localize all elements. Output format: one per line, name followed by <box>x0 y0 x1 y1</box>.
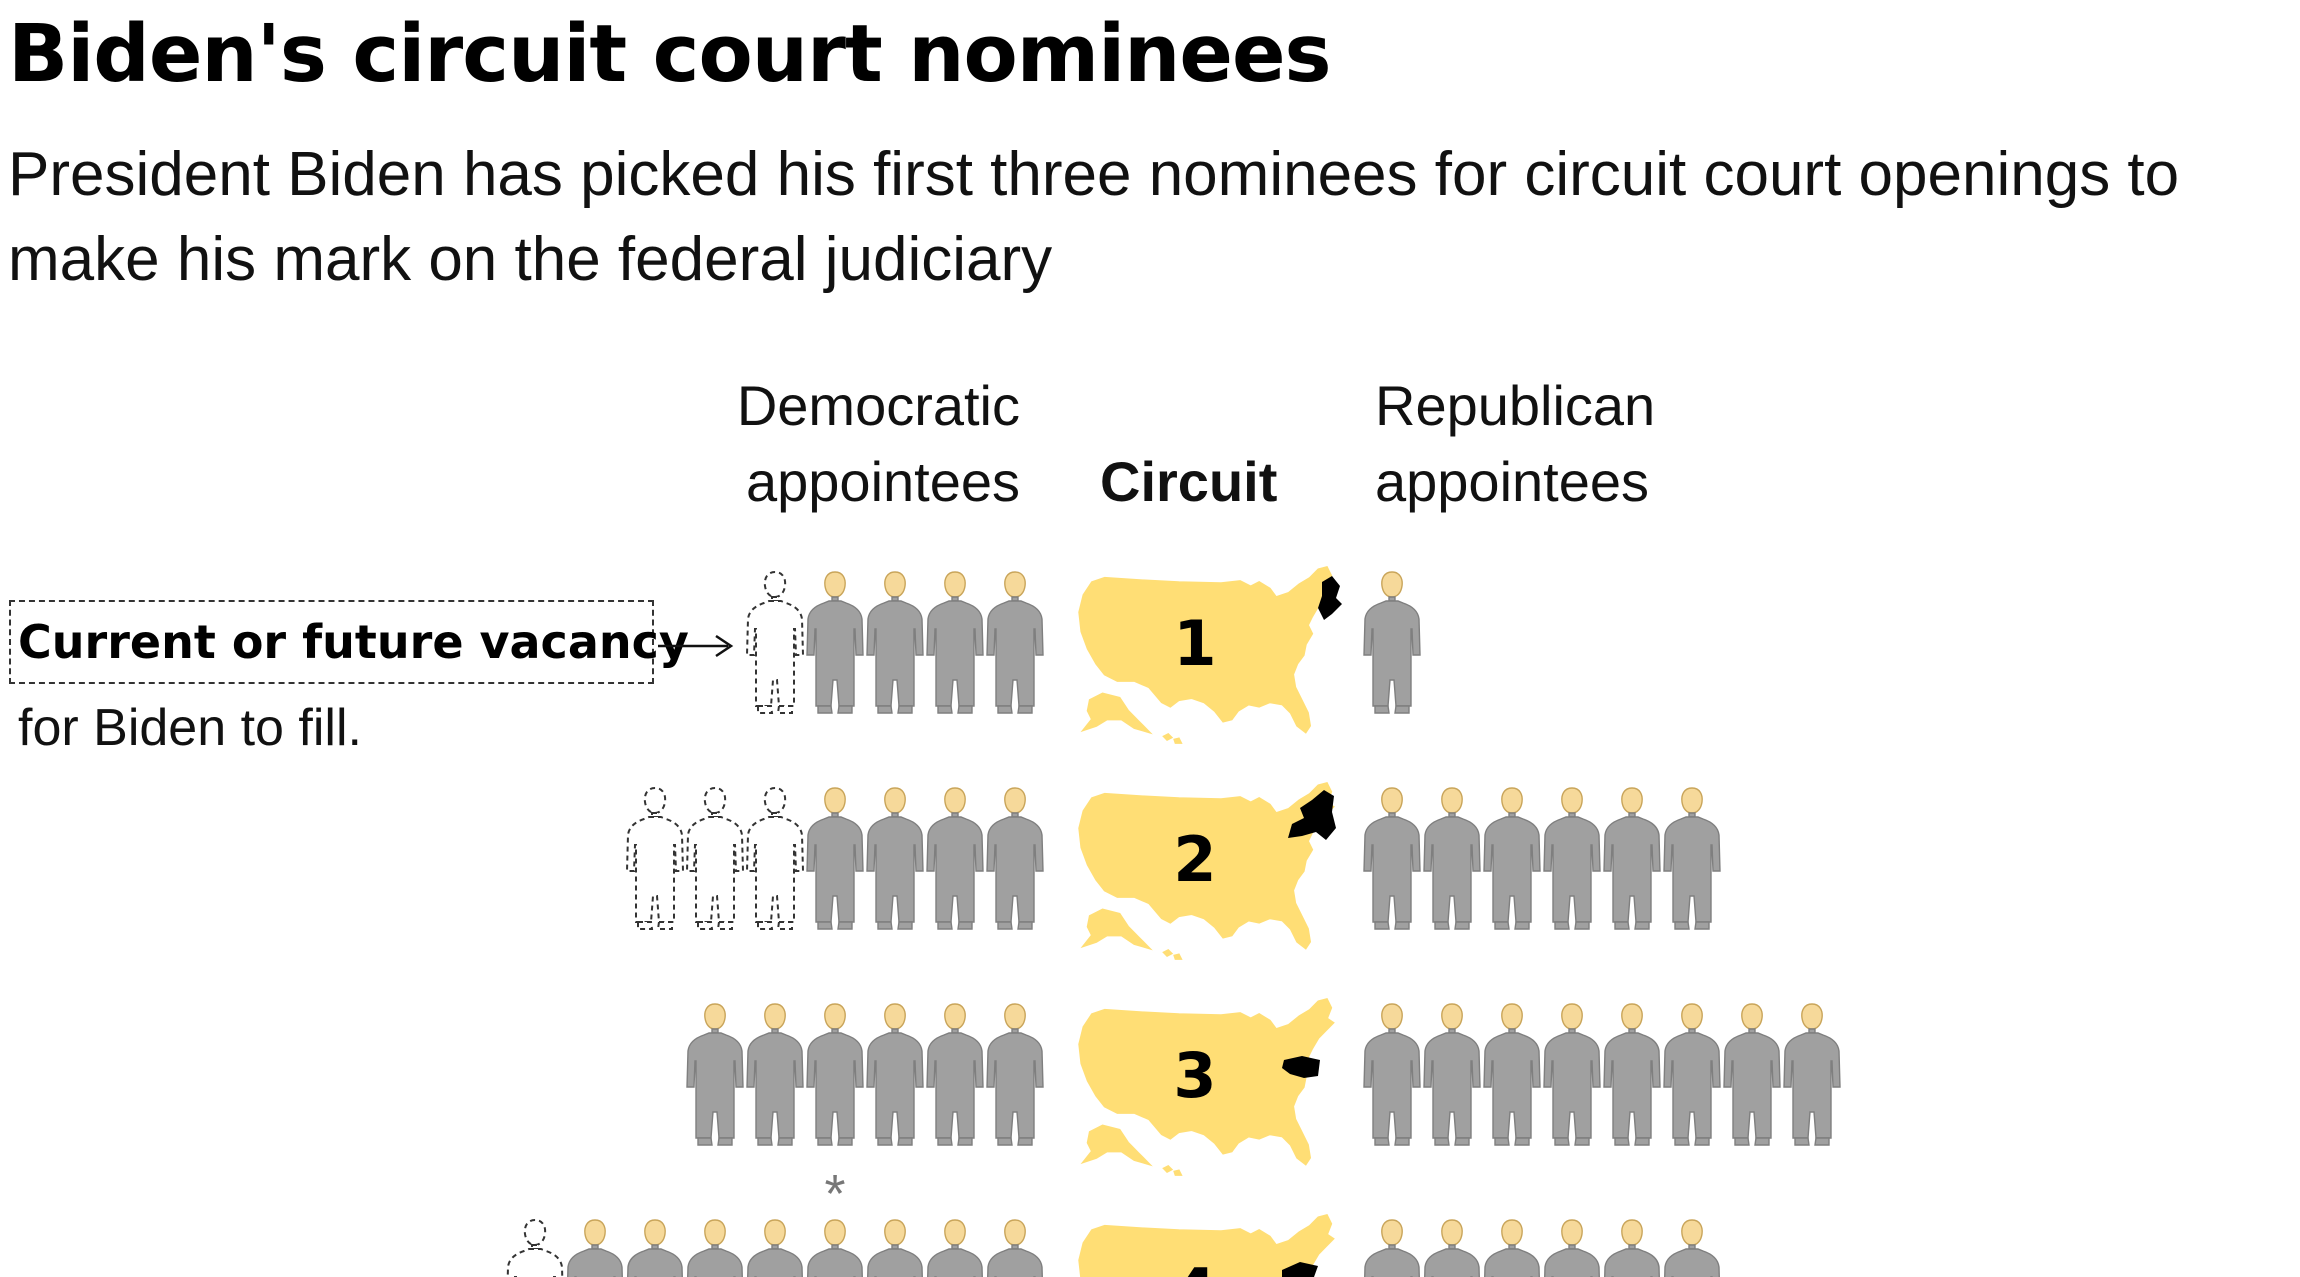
circuit-number-label: 2 <box>1173 823 1216 896</box>
republican-judge-icon <box>1364 572 1420 713</box>
vacancy-judge-icon <box>747 788 803 929</box>
democratic-judge-icon <box>987 788 1043 929</box>
republican-judge-icon <box>1544 1220 1600 1277</box>
republican-judge-icon <box>1424 1220 1480 1277</box>
republican-judge-icon <box>1604 1004 1660 1145</box>
democratic-judge-icon <box>867 572 923 713</box>
circuit-number-label: 3 <box>1173 1039 1216 1112</box>
republican-judge-icon <box>1424 788 1480 929</box>
vacancy-judge-icon <box>687 788 743 929</box>
republican-judge-icon <box>1604 788 1660 929</box>
democratic-judge-icon <box>687 1220 743 1277</box>
republican-judge-icon <box>1784 1004 1840 1145</box>
republican-judge-icon <box>1484 1220 1540 1277</box>
democratic-judge-icon <box>747 1220 803 1277</box>
democratic-judge-icon <box>987 1220 1043 1277</box>
legend-arrow-icon <box>658 636 731 656</box>
republican-judge-icon <box>1664 788 1720 929</box>
democratic-judge-icon <box>687 1004 743 1145</box>
democratic-judge-icon <box>867 788 923 929</box>
democratic-judge-icon <box>987 1004 1043 1145</box>
republican-judge-icon <box>1664 1004 1720 1145</box>
democratic-judge-icon <box>567 1220 623 1277</box>
republican-judge-icon <box>1544 788 1600 929</box>
republican-judge-icon <box>1544 1004 1600 1145</box>
democratic-judge-icon <box>867 1220 923 1277</box>
democratic-judge-icon <box>807 788 863 929</box>
vacancy-judge-icon <box>747 572 803 713</box>
circuit-number-label: 4 <box>1173 1255 1216 1277</box>
democratic-judge-icon <box>807 572 863 713</box>
republican-judge-icon <box>1364 1220 1420 1277</box>
democratic-judge-icon <box>927 572 983 713</box>
democratic-judge-icon <box>627 1220 683 1277</box>
democratic-judge-icon <box>867 1004 923 1145</box>
circuit-number-label: 1 <box>1173 607 1216 680</box>
democratic-judge-icon <box>807 1220 863 1277</box>
democratic-judge-icon <box>927 1220 983 1277</box>
republican-judge-icon <box>1364 788 1420 929</box>
democratic-judge-icon <box>807 1004 863 1145</box>
republican-judge-icon <box>1484 788 1540 929</box>
vacancy-judge-icon <box>507 1220 563 1277</box>
democratic-judge-icon <box>927 788 983 929</box>
vacancy-judge-icon <box>627 788 683 929</box>
republican-judge-icon <box>1484 1004 1540 1145</box>
republican-judge-icon <box>1604 1220 1660 1277</box>
republican-judge-icon <box>1424 1004 1480 1145</box>
asterisk-marker: * <box>824 1164 845 1224</box>
republican-judge-icon <box>1364 1004 1420 1145</box>
republican-judge-icon <box>1664 1220 1720 1277</box>
democratic-judge-icon <box>927 1004 983 1145</box>
democratic-judge-icon <box>987 572 1043 713</box>
democratic-judge-icon <box>747 1004 803 1145</box>
republican-judge-icon <box>1724 1004 1780 1145</box>
